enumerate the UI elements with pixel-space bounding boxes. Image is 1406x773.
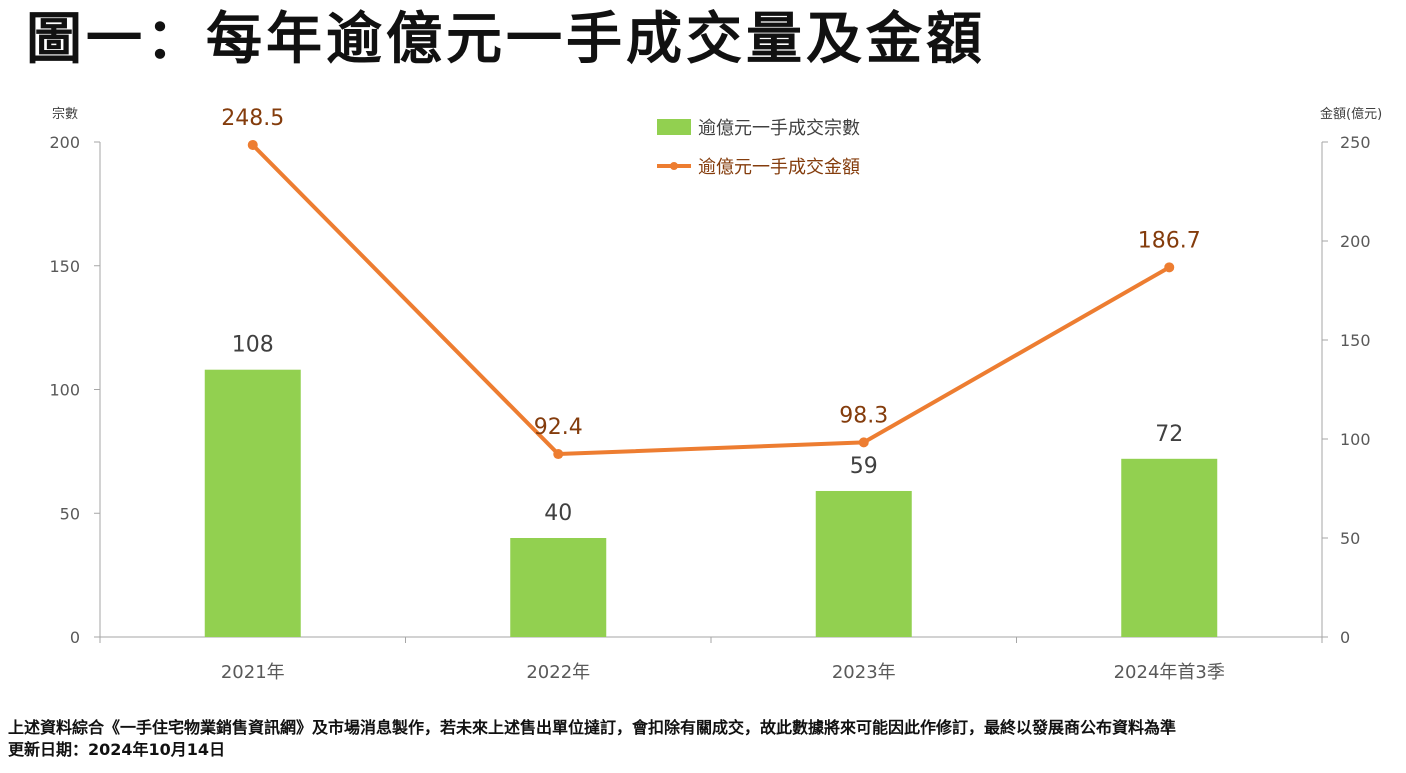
bar-data-label: 59 bbox=[850, 454, 878, 479]
bar-data-label: 108 bbox=[232, 333, 274, 358]
line-data-label: 92.4 bbox=[534, 415, 583, 440]
bar-data-label: 40 bbox=[544, 501, 572, 526]
legend-line-label: 逾億元一手成交金額 bbox=[698, 157, 860, 178]
bar bbox=[1121, 458, 1218, 637]
line-point bbox=[553, 449, 564, 460]
line-data-label: 98.3 bbox=[839, 403, 888, 428]
line-point bbox=[858, 437, 869, 448]
data-labels: 108 40 59 72 248.5 92.4 98.3 186.7 bbox=[221, 106, 1200, 526]
footnote-source: 上述資料綜合《一手住宅物業銷售資訊網》及市場消息製作，若未來上述售出單位撻訂，會… bbox=[8, 718, 1177, 737]
bar-data-label: 72 bbox=[1155, 422, 1183, 447]
x-tick-label: 2023年 bbox=[832, 662, 896, 683]
line-data-label: 186.7 bbox=[1138, 228, 1201, 253]
left-tick-label: 50 bbox=[60, 504, 80, 523]
bar bbox=[815, 490, 912, 637]
legend-line-marker bbox=[670, 162, 678, 170]
x-tick-label: 2022年 bbox=[526, 662, 590, 683]
footnote-update-date: 更新日期：2024年10月14日 bbox=[8, 740, 226, 759]
amount-line bbox=[251, 143, 1171, 457]
line-series bbox=[247, 139, 1175, 460]
right-tick-label: 150 bbox=[1340, 331, 1371, 350]
legend-bar-swatch bbox=[657, 119, 691, 135]
right-tick-label: 100 bbox=[1340, 430, 1371, 449]
left-tick-label: 200 bbox=[49, 133, 80, 152]
bar-series bbox=[204, 369, 1218, 637]
left-tick-label: 150 bbox=[49, 257, 80, 276]
chart-axes: 0 50 100 150 200 0 50 100 150 200 250 宗數 金額(億元) 2021年… bbox=[49, 106, 1382, 683]
line-point bbox=[247, 139, 258, 150]
right-tick-label: 0 bbox=[1340, 628, 1350, 647]
left-axis-title: 宗數 bbox=[52, 106, 78, 122]
right-axis-title: 金額(億元) bbox=[1320, 106, 1382, 122]
line-point bbox=[1164, 262, 1175, 273]
legend-bar-label: 逾億元一手成交宗數 bbox=[698, 118, 860, 139]
right-tick-label: 50 bbox=[1340, 529, 1360, 548]
bar bbox=[510, 538, 607, 637]
bar bbox=[204, 369, 301, 637]
left-tick-label: 0 bbox=[70, 628, 80, 647]
line-data-label: 248.5 bbox=[221, 106, 284, 131]
left-tick-label: 100 bbox=[49, 381, 80, 400]
x-tick-label: 2024年首3季 bbox=[1114, 662, 1225, 683]
right-tick-label: 250 bbox=[1340, 133, 1371, 152]
x-tick-label: 2021年 bbox=[221, 662, 285, 683]
page-title: 圖一：每年逾億元一手成交量及金額 bbox=[26, 7, 986, 72]
right-tick-label: 200 bbox=[1340, 232, 1371, 251]
